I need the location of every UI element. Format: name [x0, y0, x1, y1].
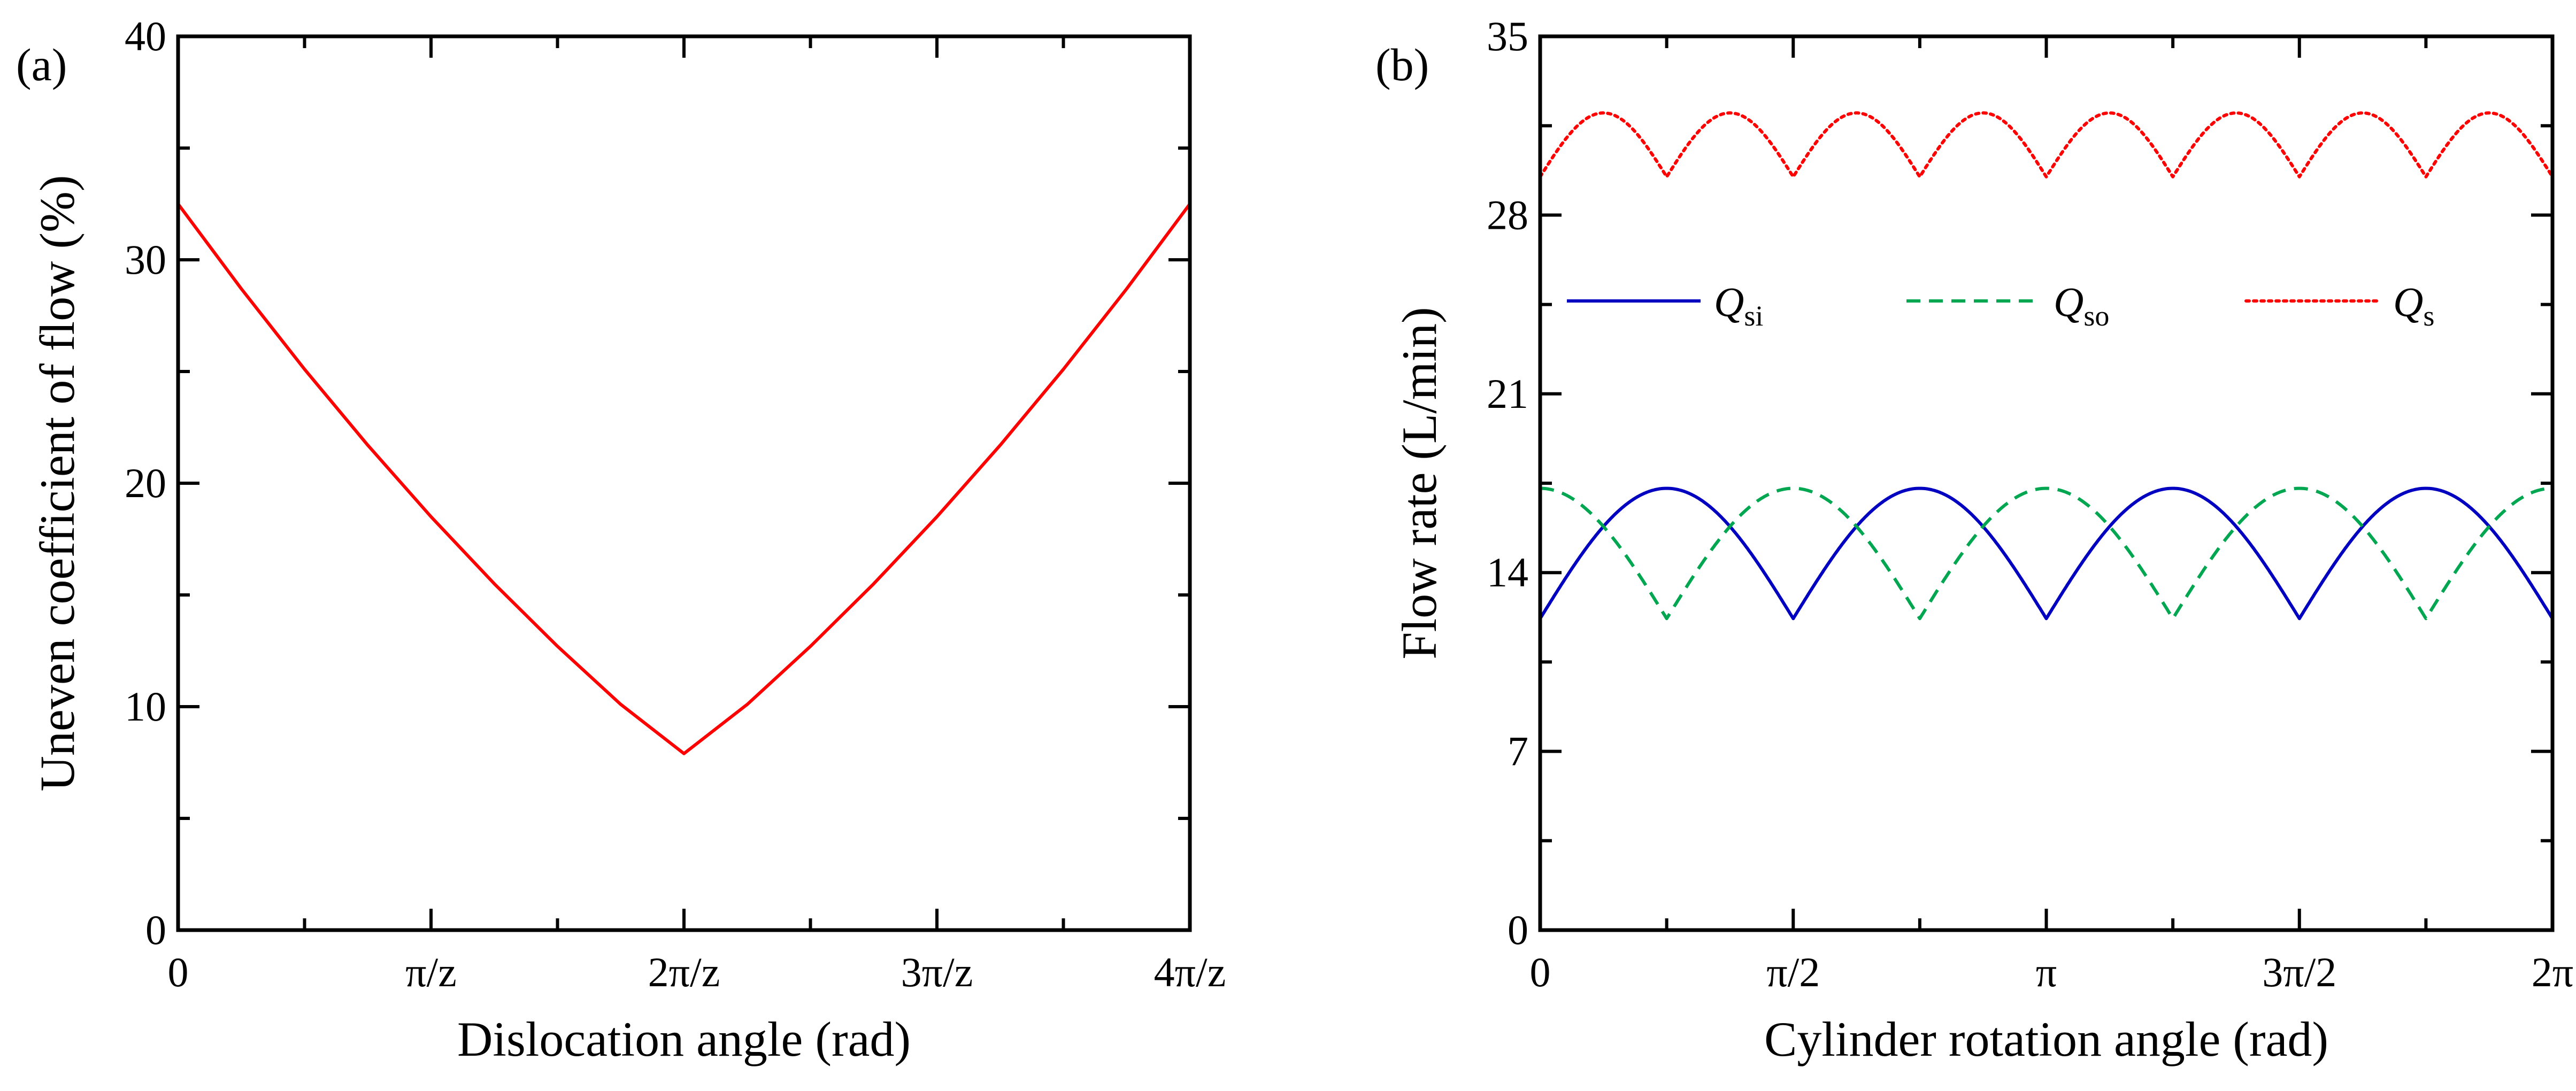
series-line-qso — [1539, 486, 2554, 621]
plot-frame-a — [176, 34, 1192, 932]
y-tick-label: 21 — [1487, 370, 1528, 417]
legend-label-qsi: Qsi — [1714, 278, 1763, 332]
y-tick-label: 10 — [125, 683, 166, 730]
panel-label-b: (b) — [1375, 39, 1429, 90]
series-group-b — [1539, 111, 2554, 621]
series-line-qs — [1539, 111, 2554, 179]
y-tick-label: 0 — [145, 907, 166, 953]
y-tick-label: 28 — [1487, 191, 1528, 238]
x-tick-labels-a: 0 π/z 2π/z 3π/z 4π/z — [168, 949, 1226, 995]
x-axis-title-b: Cylinder rotation angle (rad) — [1764, 1012, 2328, 1066]
axis-ticks-b — [1539, 35, 2554, 932]
series-group-a — [176, 203, 1191, 755]
x-tick-label: π — [2036, 949, 2057, 995]
legend-label-subscript: so — [2083, 300, 2109, 332]
y-axis-title-b: Flow rate (L/min) — [1392, 307, 1447, 659]
legend-label-base: Q — [2393, 278, 2423, 325]
series-line-qsi — [1539, 486, 2554, 621]
legend-label-qs: Qs — [2393, 278, 2434, 332]
x-tick-label: π/z — [405, 949, 457, 995]
panel-label-a: (a) — [16, 39, 67, 90]
y-tick-label: 7 — [1508, 728, 1528, 775]
x-axis-title-a: Dislocation angle (rad) — [457, 1012, 911, 1066]
x-tick-label: 2π/z — [648, 949, 720, 995]
x-tick-label: 0 — [168, 949, 189, 995]
legend-label-base: Q — [2054, 278, 2083, 325]
y-tick-label: 14 — [1487, 549, 1528, 595]
y-tick-labels-a: 0 10 20 30 40 — [125, 13, 166, 953]
x-tick-label: 4π/z — [1154, 949, 1226, 995]
legend-label-subscript: si — [1744, 300, 1763, 332]
legend-label-qso: Qso — [2054, 278, 2109, 332]
y-tick-label: 0 — [1508, 907, 1528, 953]
x-tick-label: 0 — [1530, 949, 1551, 995]
y-tick-label: 20 — [125, 460, 166, 506]
series-line-uneven-coefficient — [176, 203, 1191, 755]
y-axis-title-a: Uneven coefficient of flow (%) — [30, 175, 84, 792]
chart-panel-b: (b) 0 π/2 π 3π/2 2π 0 7 14 21 28 35 Cylinder rota… — [1375, 13, 2573, 1066]
x-tick-label: π/2 — [1766, 949, 1820, 995]
y-tick-label: 40 — [125, 13, 166, 59]
legend-label-base: Q — [1714, 278, 1744, 325]
chart-panel-a: (a) 0 π/z 2π/z 3π/z 4π/z 0 10 20 30 40 Dislocati… — [16, 13, 1226, 1066]
x-tick-label: 3π/2 — [2262, 949, 2336, 995]
y-tick-label: 30 — [125, 236, 166, 283]
legend-label-subscript: s — [2423, 300, 2434, 332]
plot-frame-b — [1538, 34, 2555, 932]
x-tick-label: 3π/z — [901, 949, 973, 995]
x-tick-label: 2π — [2532, 949, 2573, 995]
axis-ticks-a — [176, 35, 1191, 932]
legend: Qsi Qso Qs — [1567, 278, 2434, 332]
y-tick-labels-b: 0 7 14 21 28 35 — [1487, 13, 1528, 953]
y-tick-label: 35 — [1487, 13, 1528, 59]
x-tick-labels-b: 0 π/2 π 3π/2 2π — [1530, 949, 2574, 995]
